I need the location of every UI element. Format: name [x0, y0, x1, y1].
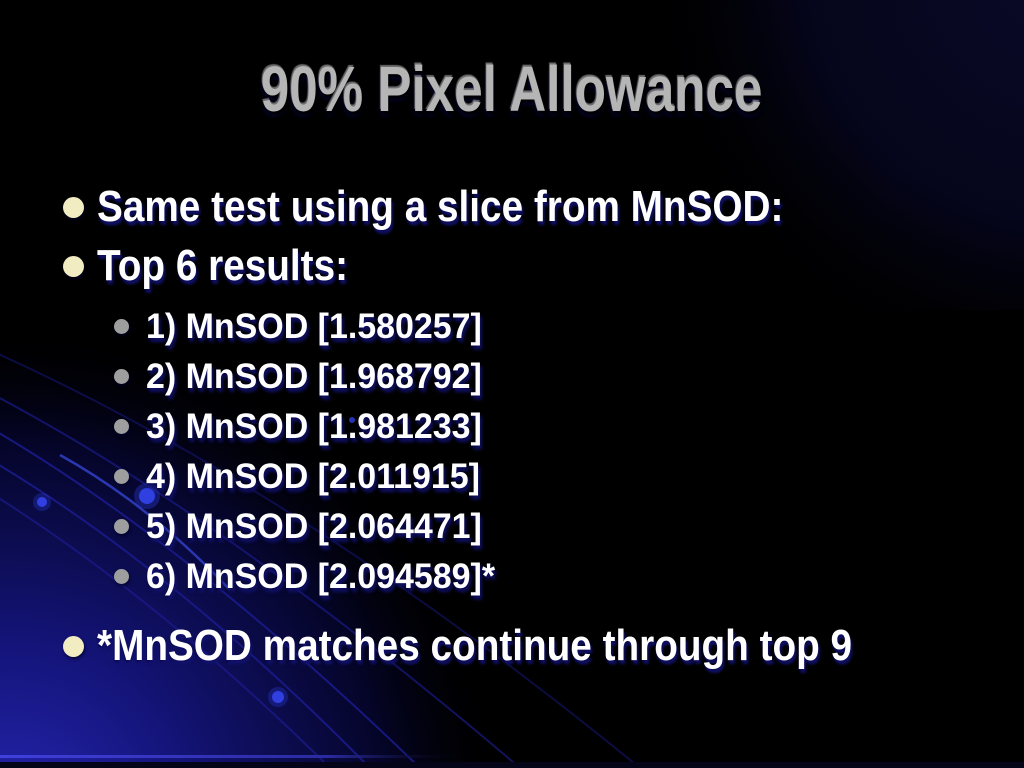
sub-bullet-icon: [114, 518, 129, 534]
swoosh-dots: [33, 417, 355, 707]
swoosh-lines: [0, 353, 641, 768]
slide-title: 90% Pixel Allowance: [0, 53, 1024, 125]
sub-bullet-text: 5) MnSOD [2.064471]: [146, 506, 482, 546]
sub-bullet-item: 2) MnSOD [1.968792]: [114, 354, 492, 398]
bottom-strip: [0, 762, 1024, 768]
sub-bullet-text: 2) MnSOD [1.968792]: [146, 356, 482, 396]
bullet-text: Top 6 results:: [97, 241, 349, 290]
sub-bullet-icon: [114, 368, 129, 384]
bullet-text: *MnSOD matches continue through top 9: [97, 621, 853, 670]
bullet-text: Same test using a slice from MnSOD:: [97, 182, 784, 231]
sub-bullet-item: 4) MnSOD [2.011915]: [114, 454, 490, 498]
glow-top-right: [580, 0, 1024, 310]
sub-bullet-text: 6) MnSOD [2.094589]*: [146, 556, 496, 596]
bullet-icon: [63, 255, 84, 277]
sub-bullet-item: 3) MnSOD [1.981233]: [114, 404, 492, 448]
sub-bullet-text: 4) MnSOD [2.011915]: [146, 456, 480, 496]
sub-bullet-item: 6) MnSOD [2.094589]*: [114, 554, 506, 598]
sub-bullet-item: 1) MnSOD [1.580257]: [114, 304, 492, 348]
sub-bullet-icon: [114, 318, 129, 334]
sub-bullet-item: 5) MnSOD [2.064471]: [114, 504, 492, 548]
sub-bullet-icon: [114, 418, 129, 434]
sub-bullet-icon: [114, 468, 129, 484]
bullet-item: Same test using a slice from MnSOD:: [63, 181, 877, 233]
sub-bullet-icon: [114, 568, 129, 584]
bullet-icon: [63, 635, 84, 657]
sub-bullet-text: 3) MnSOD [1.981233]: [146, 406, 482, 446]
bullet-item: *MnSOD matches continue through top 9: [63, 620, 955, 672]
bullet-item: Top 6 results:: [63, 240, 382, 292]
bottom-streak: [0, 755, 470, 758]
bullet-icon: [63, 196, 84, 218]
swoosh-highlight: [59, 453, 231, 591]
sub-bullet-text: 1) MnSOD [1.580257]: [146, 306, 482, 346]
slide-title-text: 90% Pixel Allowance: [261, 53, 763, 125]
